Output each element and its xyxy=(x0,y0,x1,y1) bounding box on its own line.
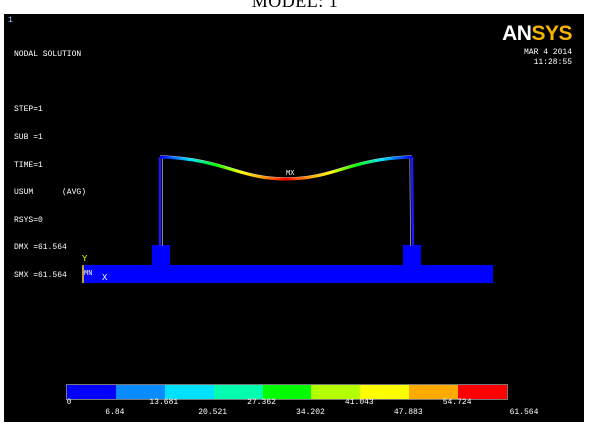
legend-segment xyxy=(311,385,361,399)
deflected-beam xyxy=(159,155,413,181)
left-support-block xyxy=(152,245,170,266)
legend-tick-label: 20.521 xyxy=(198,408,228,417)
legend-tick-label: 27.362 xyxy=(247,398,276,407)
axis-x-label: X xyxy=(102,273,108,283)
window-number: 1 xyxy=(8,16,13,25)
info-title: NODAL SOLUTION xyxy=(14,50,82,60)
legend-segment xyxy=(115,385,165,399)
legend-tick-label: 61.564 xyxy=(509,408,539,417)
datetime-stamp: MAR 4 2014 11:28:55 xyxy=(524,48,572,67)
right-column xyxy=(410,156,415,247)
model-plot xyxy=(82,155,493,283)
info-dmx: DMX =61.564 xyxy=(14,243,67,253)
legend-tick-label: 13.681 xyxy=(149,398,179,407)
legend-segment xyxy=(409,385,459,399)
info-usum: USUM (AVG) xyxy=(14,188,87,198)
logo-part-a: AN xyxy=(502,22,532,45)
info-step: STEP=1 xyxy=(14,105,43,115)
base-slab xyxy=(82,265,493,283)
ansys-logo: ANSYS xyxy=(502,22,572,46)
min-marker: MN xyxy=(84,270,93,278)
page-title: MODEL: 1 xyxy=(251,0,339,11)
legend-segment xyxy=(213,385,263,399)
axis-y-label: Y xyxy=(82,254,88,264)
legend-segment xyxy=(67,385,116,399)
legend-segment xyxy=(458,385,508,399)
beam-edge xyxy=(159,155,413,178)
solution-info: NODAL SOLUTION STEP=1 SUB =1 TIME=1 USUM… xyxy=(14,32,86,299)
info-rsys: RSYS=0 xyxy=(14,215,43,225)
legend-tick-label: 0 xyxy=(66,398,72,407)
contour-legend-bar xyxy=(66,384,508,400)
logo-part-b: SYS xyxy=(531,22,572,45)
legend-segment xyxy=(360,385,410,399)
legend-tick-label: 54.724 xyxy=(442,398,472,407)
info-time: TIME=1 xyxy=(14,160,43,170)
legend-tick-label: 47.883 xyxy=(393,408,423,417)
legend-labels-top: 0 13.681 27.362 41.043 54.724 xyxy=(4,398,584,408)
time-text: 11:28:55 xyxy=(533,57,572,67)
legend-segment xyxy=(164,385,214,399)
legend-tick-label: 41.043 xyxy=(344,398,374,407)
legend-segment xyxy=(262,385,312,399)
info-sub: SUB =1 xyxy=(14,133,43,143)
right-column-edge xyxy=(409,157,411,247)
info-smx: SMX =61.564 xyxy=(14,271,67,281)
legend-labels-bottom: 6.84 20.521 34.202 47.883 61.564 xyxy=(4,408,584,418)
graphics-viewport[interactable]: 1 NODAL SOLUTION STEP=1 SUB =1 TIME=1 US… xyxy=(4,14,584,422)
date-text: MAR 4 2014 xyxy=(523,48,572,57)
max-marker: MX xyxy=(286,170,295,178)
legend-tick-label: 34.202 xyxy=(296,408,325,417)
legend-tick-label: 6.84 xyxy=(105,408,125,417)
right-support-block xyxy=(403,245,421,266)
